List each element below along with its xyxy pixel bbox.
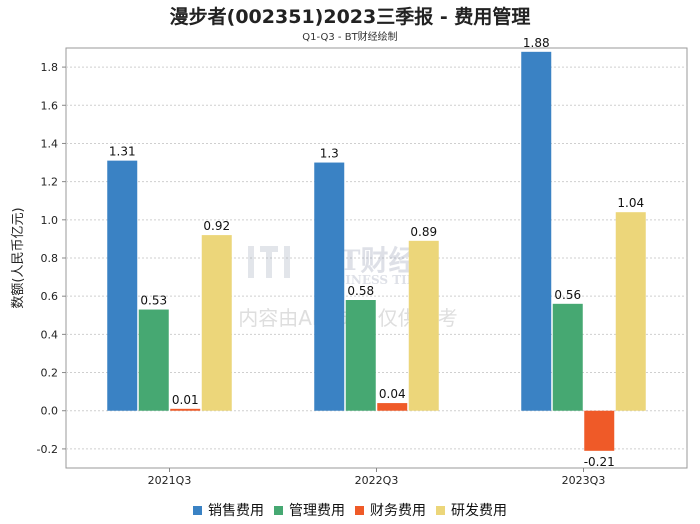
data-label: 0.89 xyxy=(410,225,437,239)
legend-item[interactable]: 销售费用 xyxy=(193,500,264,520)
chart-title: 漫步者(002351)2023三季报 - 费用管理 xyxy=(169,6,531,28)
y-tick-label: 1.2 xyxy=(41,176,59,189)
y-tick-label: 0.4 xyxy=(41,328,59,341)
bar-2022Q3-管理费用[interactable] xyxy=(345,300,376,411)
legend-swatch xyxy=(355,505,364,515)
y-tick-label: 0.6 xyxy=(41,290,59,303)
watermark-logo-icon xyxy=(248,246,290,278)
data-label: 0.92 xyxy=(203,219,230,233)
legend-item[interactable]: 财务费用 xyxy=(355,500,426,520)
bar-2023Q3-管理费用[interactable] xyxy=(552,303,583,411)
y-tick-label: 1.8 xyxy=(41,61,59,74)
data-label: 1.88 xyxy=(523,36,550,50)
bar-2022Q3-研发费用[interactable] xyxy=(408,240,439,411)
y-tick-label: 0.2 xyxy=(41,367,59,380)
legend-label: 销售费用 xyxy=(208,503,264,519)
data-label: 1.3 xyxy=(320,147,339,161)
data-label-layer: 1.31 0.53 0.01 0.92 1.3 0.58 0.04 0.89 1.88 0.56 -… xyxy=(109,36,644,469)
bar-2021Q3-销售费用[interactable] xyxy=(107,160,138,411)
bar-layer xyxy=(107,51,646,451)
legend-item[interactable]: 管理费用 xyxy=(274,500,345,520)
legend-item[interactable]: 研发费用 xyxy=(436,500,507,520)
legend-label: 管理费用 xyxy=(289,503,345,519)
data-label: 1.04 xyxy=(617,196,644,210)
legend-swatch xyxy=(436,505,445,515)
y-axis-label: 数额(人民币亿元) xyxy=(11,207,26,308)
chart-subtitle: Q1-Q3 - BT财经绘制 xyxy=(302,32,398,43)
legend-swatch xyxy=(274,505,283,515)
y-tick-label: 0.8 xyxy=(41,252,59,265)
legend-label: 财务费用 xyxy=(370,503,426,519)
legend: 销售费用 管理费用 财务费用 研发费用 xyxy=(0,500,700,520)
grid-layer xyxy=(66,66,687,450)
bar-2022Q3-销售费用[interactable] xyxy=(314,162,345,411)
bar-2022Q3-财务费用[interactable] xyxy=(377,403,408,411)
data-label: 0.56 xyxy=(554,288,581,302)
data-label: 0.53 xyxy=(140,294,167,308)
watermark-brand: BUSINESS TIMES xyxy=(316,273,438,287)
x-tick-label: 2021Q3 xyxy=(148,474,192,487)
y-tick-label: 1.0 xyxy=(41,214,59,227)
y-tick-label: 1.6 xyxy=(41,99,59,112)
legend-label: 研发费用 xyxy=(451,503,507,519)
y-tick-label: -0.2 xyxy=(37,443,58,456)
data-label: 0.04 xyxy=(379,387,406,401)
bar-2023Q3-销售费用[interactable] xyxy=(521,51,552,411)
y-axis: -0.2 0.0 0.2 0.4 0.6 0.8 1.0 1.2 1.4 1.6 1.8 xyxy=(37,61,66,456)
y-tick-label: 1.4 xyxy=(41,137,59,150)
bar-2021Q3-研发费用[interactable] xyxy=(201,235,232,411)
data-label: -0.21 xyxy=(584,455,615,469)
x-axis: 2021Q3 2022Q3 2023Q3 xyxy=(148,468,606,487)
x-tick-label: 2022Q3 xyxy=(355,474,399,487)
legend-swatch xyxy=(193,505,202,515)
bar-2023Q3-财务费用[interactable] xyxy=(584,410,615,451)
data-label: 1.31 xyxy=(109,145,136,159)
data-label: 0.58 xyxy=(347,284,374,298)
x-tick-label: 2023Q3 xyxy=(562,474,606,487)
bar-2021Q3-管理费用[interactable] xyxy=(138,309,169,411)
bar-2021Q3-财务费用[interactable] xyxy=(170,408,201,411)
y-tick-label: 0.0 xyxy=(41,405,59,418)
data-label: 0.01 xyxy=(172,393,199,407)
bar-2023Q3-研发费用[interactable] xyxy=(615,212,646,411)
